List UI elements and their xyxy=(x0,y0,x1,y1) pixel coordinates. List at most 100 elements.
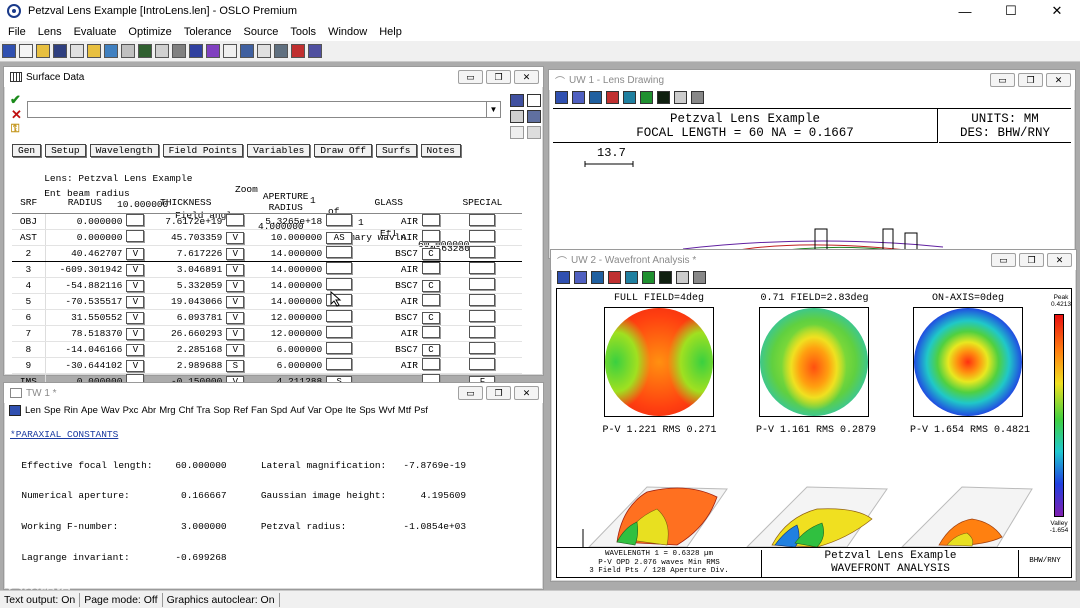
thickness-solve-button[interactable]: V xyxy=(226,311,245,324)
scissors-icon[interactable] xyxy=(527,94,541,107)
minimize-button[interactable]: — xyxy=(958,3,972,19)
glass-solve-button[interactable] xyxy=(421,230,440,242)
aperture-solve-button[interactable] xyxy=(326,246,353,258)
uw1-minimize[interactable]: ▭ xyxy=(990,73,1015,87)
surface-data-close[interactable]: ✕ xyxy=(514,70,539,84)
globe-icon[interactable] xyxy=(589,91,602,104)
menu-window[interactable]: Window xyxy=(328,25,368,38)
wave-icon[interactable] xyxy=(659,271,672,284)
srf-cell[interactable]: 2 xyxy=(12,245,46,262)
bars-icon[interactable] xyxy=(676,271,689,284)
thickness-cell[interactable]: 45.703359 xyxy=(147,229,225,246)
aperture-cell[interactable]: 14.000000 xyxy=(247,261,325,278)
print-icon[interactable] xyxy=(70,44,84,58)
glass-solve-button[interactable]: C xyxy=(421,311,440,324)
special-button[interactable] xyxy=(469,246,496,258)
aperture-solve-button[interactable] xyxy=(326,278,353,290)
radius-cell[interactable]: 0.000000 xyxy=(45,229,125,246)
aperture-solve-button[interactable] xyxy=(326,326,353,338)
glass-solve-button[interactable] xyxy=(421,262,440,274)
tw1-cmd-mrg[interactable]: Mrg xyxy=(159,405,176,416)
special-button[interactable] xyxy=(469,342,496,354)
radius-solve-button[interactable]: V xyxy=(126,295,145,308)
glass-solve-button[interactable]: C xyxy=(421,279,440,292)
table-icon[interactable] xyxy=(155,44,169,58)
uw2-minimize[interactable]: ▭ xyxy=(991,253,1016,267)
aperture-cell[interactable]: 12.000000 xyxy=(247,325,325,342)
paraxial-heading-link[interactable]: *PARAXIAL CONSTANTS xyxy=(10,429,119,440)
special-button[interactable] xyxy=(469,214,496,226)
special-button[interactable] xyxy=(469,326,496,338)
surface-data-minimize[interactable]: ▭ xyxy=(458,70,483,84)
stop-icon[interactable] xyxy=(291,44,305,58)
butterfly-icon[interactable] xyxy=(606,91,619,104)
edit-icon[interactable] xyxy=(87,44,101,58)
tw1-cmd-tra[interactable]: Tra xyxy=(196,405,211,416)
status-graphics-autoclear[interactable]: Graphics autoclear: On xyxy=(163,592,280,607)
radius-cell[interactable]: 78.518370 xyxy=(45,325,125,342)
special-button[interactable] xyxy=(469,262,496,274)
menu-help[interactable]: Help xyxy=(379,25,402,38)
arrows-icon[interactable] xyxy=(189,44,203,58)
table-row[interactable]: 6 31.550552 V 6.093781 V 12.000000 BSC7 C xyxy=(12,309,522,326)
save-icon[interactable] xyxy=(53,44,67,58)
table-icon[interactable] xyxy=(572,91,585,104)
thickness-cell[interactable]: 2.285168 xyxy=(147,341,225,358)
menu-optimize[interactable]: Optimize xyxy=(128,25,172,38)
tw1-cmd-sop[interactable]: Sop xyxy=(213,405,231,416)
ray-icon[interactable] xyxy=(257,44,271,58)
wave-icon[interactable] xyxy=(657,91,670,104)
tw1-cmd-ref[interactable]: Ref xyxy=(233,405,249,416)
tw1-cmd-pxc[interactable]: Pxc xyxy=(122,405,139,416)
table-row[interactable]: 7 78.518370 V 26.660293 V 12.000000 AIR xyxy=(12,325,522,342)
aperture-cell[interactable]: 14.000000 xyxy=(247,277,325,294)
tw1-cmd-mtf[interactable]: Mtf xyxy=(397,405,412,416)
glass-cell[interactable]: BSC7 xyxy=(357,245,420,262)
glass-cell[interactable]: BSC7 xyxy=(357,341,420,358)
aperture-cell[interactable]: 12.000000 xyxy=(247,309,325,326)
spot-icon[interactable] xyxy=(640,91,653,104)
radius-cell[interactable]: -54.882116 xyxy=(45,277,125,294)
tw1-cmd-auf[interactable]: Auf xyxy=(290,405,305,416)
glass-cell[interactable]: BSC7 xyxy=(357,277,420,294)
glass-solve-button[interactable] xyxy=(421,294,440,306)
thickness-cell[interactable]: 5.332059 xyxy=(147,277,225,294)
settings-icon[interactable] xyxy=(691,91,704,104)
chart-icon[interactable] xyxy=(138,44,152,58)
aperture-cell[interactable]: 14.000000 xyxy=(247,245,325,262)
srf-cell[interactable]: 4 xyxy=(12,277,46,294)
aperture-cell[interactable]: 10.000000 xyxy=(247,229,325,246)
grid-icon[interactable] xyxy=(172,44,186,58)
thickness-cell[interactable]: 19.043066 xyxy=(147,293,225,310)
close-button[interactable]: ✕ xyxy=(1051,3,1063,18)
thickness-solve-button[interactable]: V xyxy=(226,231,245,244)
copy-icon[interactable] xyxy=(527,110,541,123)
radius-cell[interactable]: 0.000000 xyxy=(45,213,125,230)
thickness-cell[interactable]: 6.093781 xyxy=(147,309,225,326)
tw1-cmd-ope[interactable]: Ope xyxy=(324,405,343,416)
glass-solve-button[interactable] xyxy=(421,214,440,226)
accept-check-icon[interactable]: ✔ xyxy=(10,92,21,107)
status-text-output[interactable]: Text output: On xyxy=(0,592,81,607)
uw2-restore[interactable]: ❐ xyxy=(1019,253,1044,267)
chevron-down-icon[interactable]: ▼ xyxy=(486,102,500,117)
menu-tolerance[interactable]: Tolerance xyxy=(183,25,232,38)
window-grid-icon[interactable] xyxy=(557,271,570,284)
spot-icon[interactable] xyxy=(642,271,655,284)
table-row[interactable]: 2 40.462707 V 7.617226 V 14.000000 BSC7 C xyxy=(12,245,522,262)
menu-evaluate[interactable]: Evaluate xyxy=(73,25,117,38)
radius-cell[interactable]: -14.046166 xyxy=(45,341,125,358)
tw1-cmd-wvf[interactable]: Wvf xyxy=(378,405,395,416)
srf-cell[interactable]: OBJ xyxy=(12,213,46,230)
settings-icon[interactable] xyxy=(693,271,706,284)
paste-icon[interactable] xyxy=(527,126,541,139)
cancel-x-icon[interactable]: ✕ xyxy=(11,107,22,122)
setup-button[interactable]: Setup xyxy=(45,144,86,157)
tw1-cmd-len[interactable]: Len xyxy=(25,405,41,416)
grid-icon[interactable] xyxy=(9,405,21,416)
srf-cell[interactable]: 8 xyxy=(12,341,46,358)
glass-cell[interactable]: AIR xyxy=(357,357,420,374)
srf-cell[interactable]: AST xyxy=(12,229,46,246)
help-key-icon[interactable]: ⚿ xyxy=(11,123,20,135)
aperture-cell[interactable]: 6.000000 xyxy=(247,357,325,374)
